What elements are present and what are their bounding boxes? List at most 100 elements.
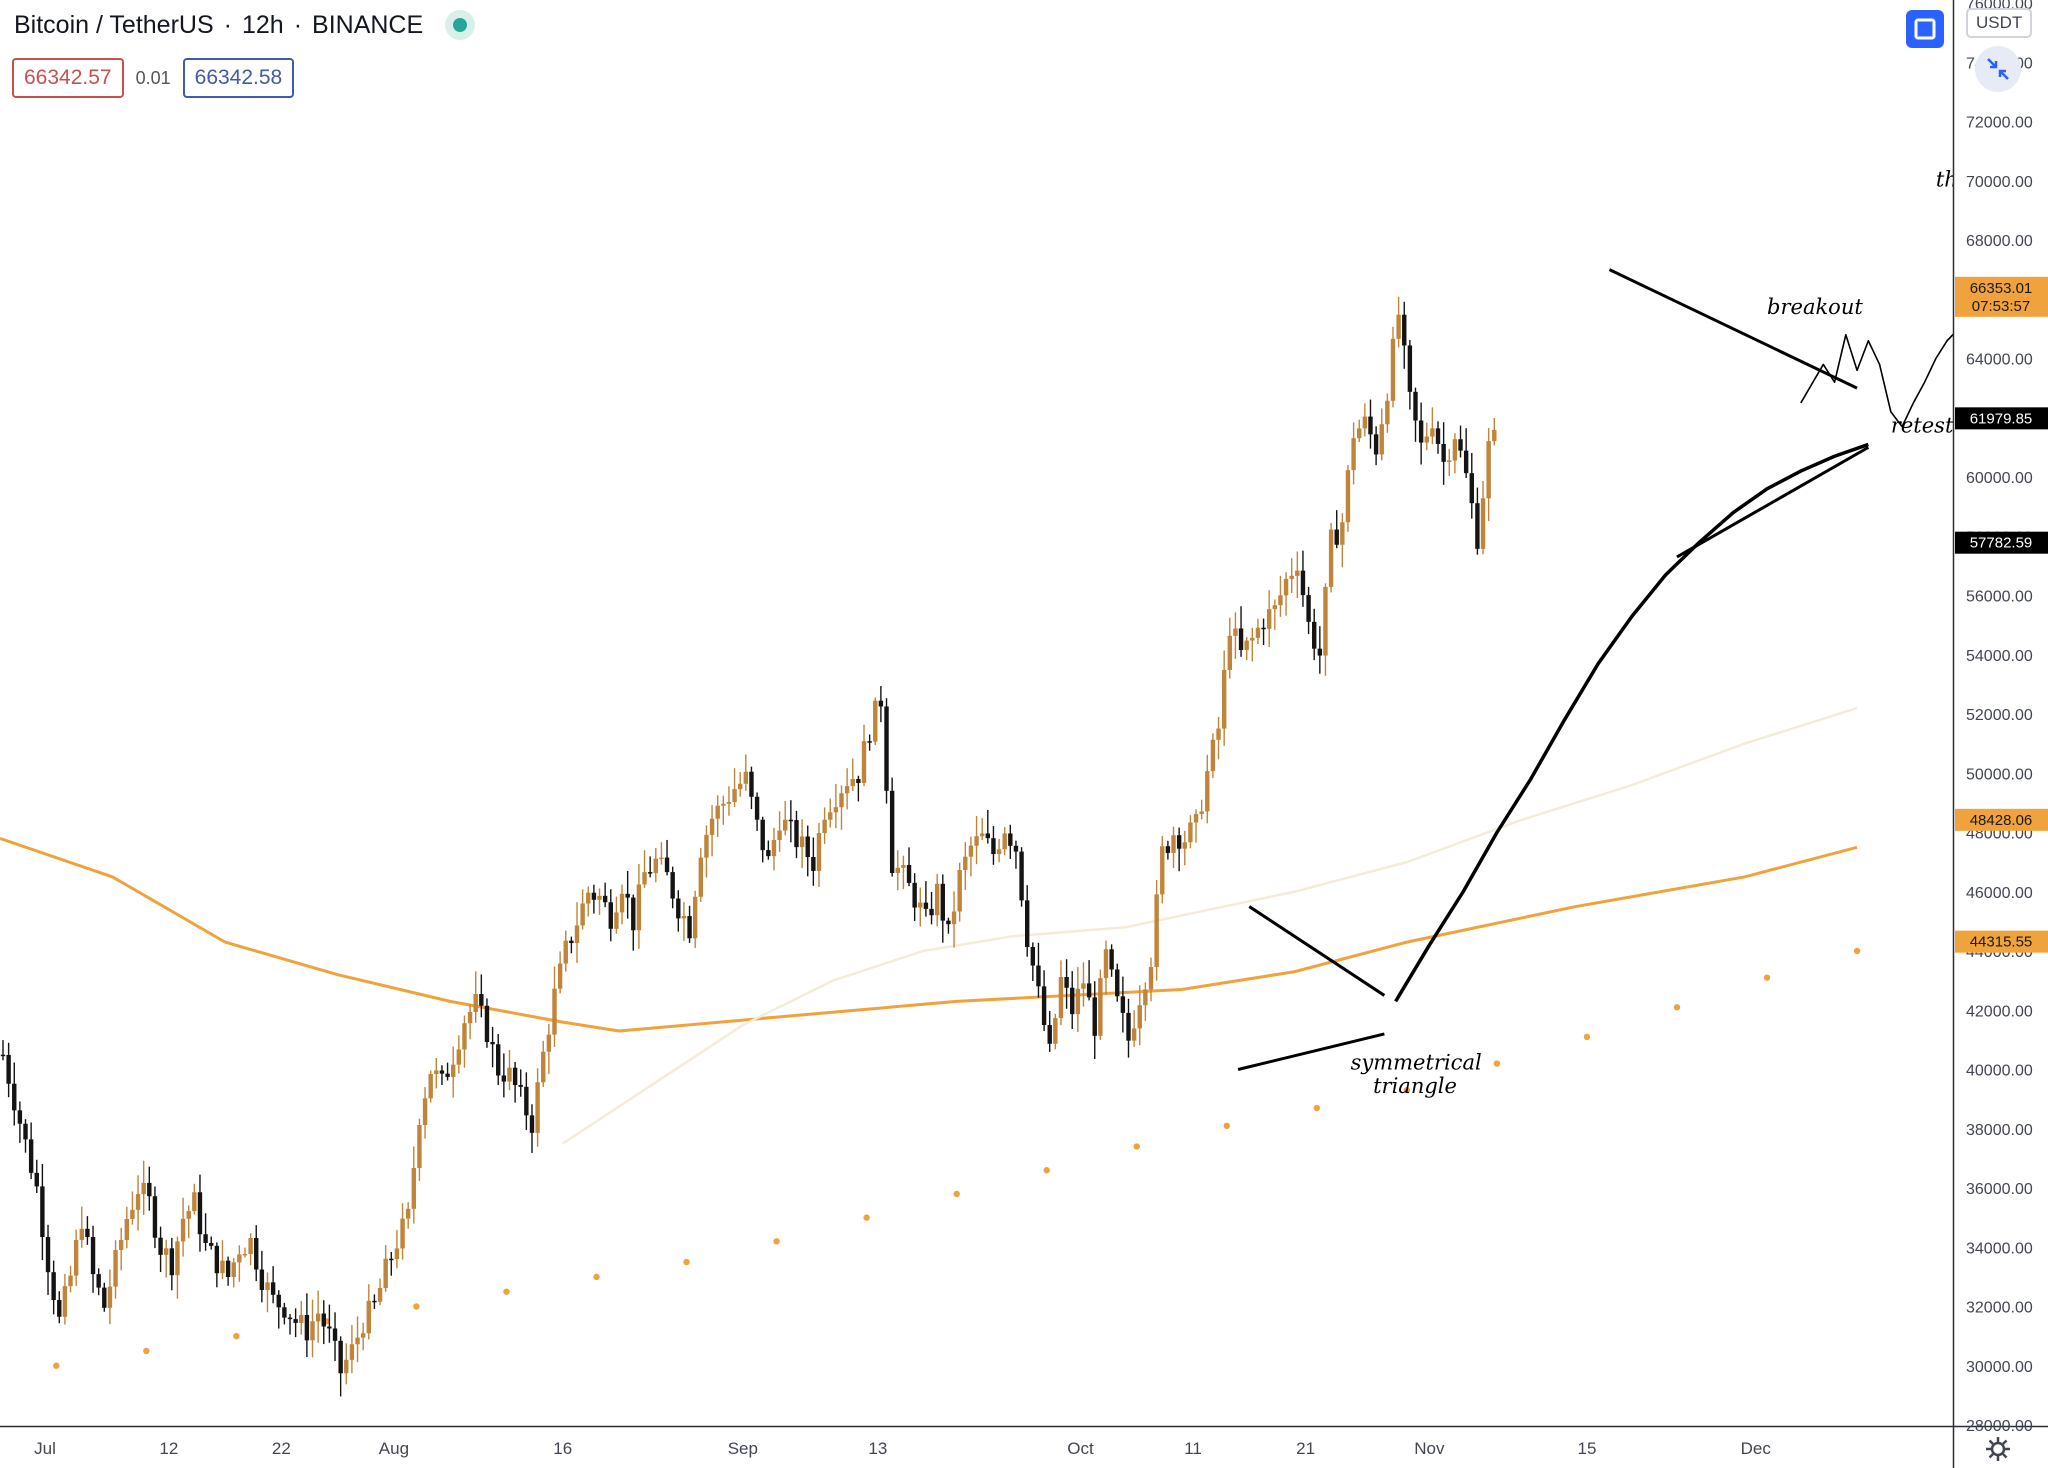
candle bbox=[248, 1233, 253, 1266]
candle bbox=[428, 1070, 433, 1103]
candle bbox=[40, 1163, 45, 1261]
candle-body bbox=[1131, 1028, 1137, 1041]
candle bbox=[1058, 960, 1064, 1026]
candle-body bbox=[1345, 470, 1351, 523]
candle-body bbox=[1120, 996, 1126, 1013]
candle bbox=[90, 1225, 96, 1293]
candle bbox=[670, 866, 675, 909]
candle bbox=[738, 772, 743, 797]
candle bbox=[1115, 963, 1120, 1002]
candle-body bbox=[591, 892, 597, 900]
y-tick-label: 30000.00 bbox=[1966, 1359, 2033, 1376]
candle-body bbox=[1334, 529, 1339, 545]
symbol-title[interactable]: Bitcoin / TetherUS bbox=[14, 10, 214, 39]
candle-body bbox=[1295, 570, 1300, 576]
projection-path[interactable] bbox=[1800, 3, 1987, 428]
candle bbox=[102, 1282, 107, 1312]
candle-body bbox=[934, 883, 940, 916]
candle bbox=[299, 1301, 304, 1335]
candle-body bbox=[1306, 595, 1311, 622]
candle bbox=[417, 1118, 422, 1182]
candle-body bbox=[839, 793, 844, 808]
candle bbox=[1300, 550, 1306, 607]
candle-body bbox=[1424, 436, 1429, 443]
candle-body bbox=[794, 820, 799, 848]
candle-body bbox=[1115, 969, 1120, 997]
candle bbox=[647, 856, 653, 878]
candle bbox=[940, 874, 945, 943]
candle-body bbox=[1081, 983, 1086, 989]
candle-body bbox=[929, 908, 934, 916]
candle-body bbox=[788, 819, 794, 822]
candle bbox=[631, 894, 636, 951]
candle-body bbox=[974, 836, 979, 846]
candle-body bbox=[1019, 851, 1024, 901]
candle bbox=[203, 1213, 208, 1251]
candle bbox=[754, 792, 760, 831]
candle bbox=[62, 1273, 68, 1325]
candle-body bbox=[631, 897, 636, 931]
candle-body bbox=[1480, 498, 1486, 549]
currency-button[interactable]: USDT bbox=[1966, 8, 2033, 38]
candle bbox=[147, 1166, 152, 1211]
candle bbox=[1312, 608, 1317, 661]
buy-price-button[interactable]: 66342.58 bbox=[182, 58, 295, 98]
y-tick-label: 32000.00 bbox=[1966, 1300, 2033, 1317]
candle bbox=[1447, 448, 1452, 477]
candle bbox=[304, 1293, 310, 1358]
candle-body bbox=[1008, 833, 1013, 846]
candle bbox=[51, 1260, 56, 1315]
candle bbox=[12, 1062, 17, 1126]
candle-body bbox=[1047, 1025, 1052, 1044]
candle-body bbox=[850, 778, 855, 787]
candle bbox=[968, 836, 974, 877]
candle-body bbox=[507, 1067, 512, 1082]
candle-body bbox=[546, 1034, 552, 1052]
candle-body bbox=[1165, 846, 1171, 853]
candle bbox=[861, 724, 867, 787]
market-status-icon bbox=[445, 10, 476, 40]
candle-body bbox=[664, 857, 670, 873]
candle bbox=[1475, 487, 1480, 555]
candle bbox=[569, 936, 574, 954]
candle bbox=[1013, 840, 1019, 869]
interval-label[interactable]: 12h bbox=[241, 10, 284, 39]
auto-scale-icon[interactable] bbox=[1975, 46, 2021, 92]
candle-body bbox=[1266, 609, 1272, 629]
candle-body bbox=[1075, 988, 1081, 1015]
candle-body bbox=[259, 1269, 265, 1290]
candle-body bbox=[152, 1196, 158, 1238]
candle bbox=[17, 1101, 23, 1143]
candle bbox=[906, 847, 912, 887]
candle-body bbox=[1182, 842, 1187, 849]
candle bbox=[788, 800, 794, 843]
candle bbox=[372, 1294, 377, 1309]
trendline[interactable] bbox=[1608, 268, 1858, 390]
candle-body bbox=[1002, 833, 1007, 850]
trendline[interactable] bbox=[1237, 1032, 1385, 1071]
candle-body bbox=[107, 1286, 113, 1308]
candle-body bbox=[1092, 997, 1097, 1036]
candle bbox=[259, 1250, 265, 1303]
candle-body bbox=[912, 882, 917, 908]
sell-price-button[interactable]: 66342.57 bbox=[12, 58, 124, 98]
candle bbox=[1098, 969, 1103, 1040]
gear-icon[interactable] bbox=[1983, 1434, 2013, 1464]
candle-body bbox=[1233, 628, 1238, 636]
trendline[interactable] bbox=[1676, 446, 1870, 559]
candle-body bbox=[270, 1282, 276, 1295]
candle bbox=[113, 1240, 118, 1299]
trendline[interactable] bbox=[1248, 905, 1386, 997]
candle bbox=[828, 798, 833, 828]
candle bbox=[850, 758, 855, 792]
candle-body bbox=[434, 1070, 439, 1075]
candle bbox=[287, 1314, 293, 1335]
candle bbox=[1233, 612, 1238, 659]
candle-body bbox=[1385, 400, 1390, 425]
candle-body bbox=[1098, 978, 1103, 1036]
candle bbox=[0, 1040, 6, 1061]
screenshot-icon[interactable] bbox=[1906, 10, 1944, 48]
candle-body bbox=[118, 1239, 124, 1250]
